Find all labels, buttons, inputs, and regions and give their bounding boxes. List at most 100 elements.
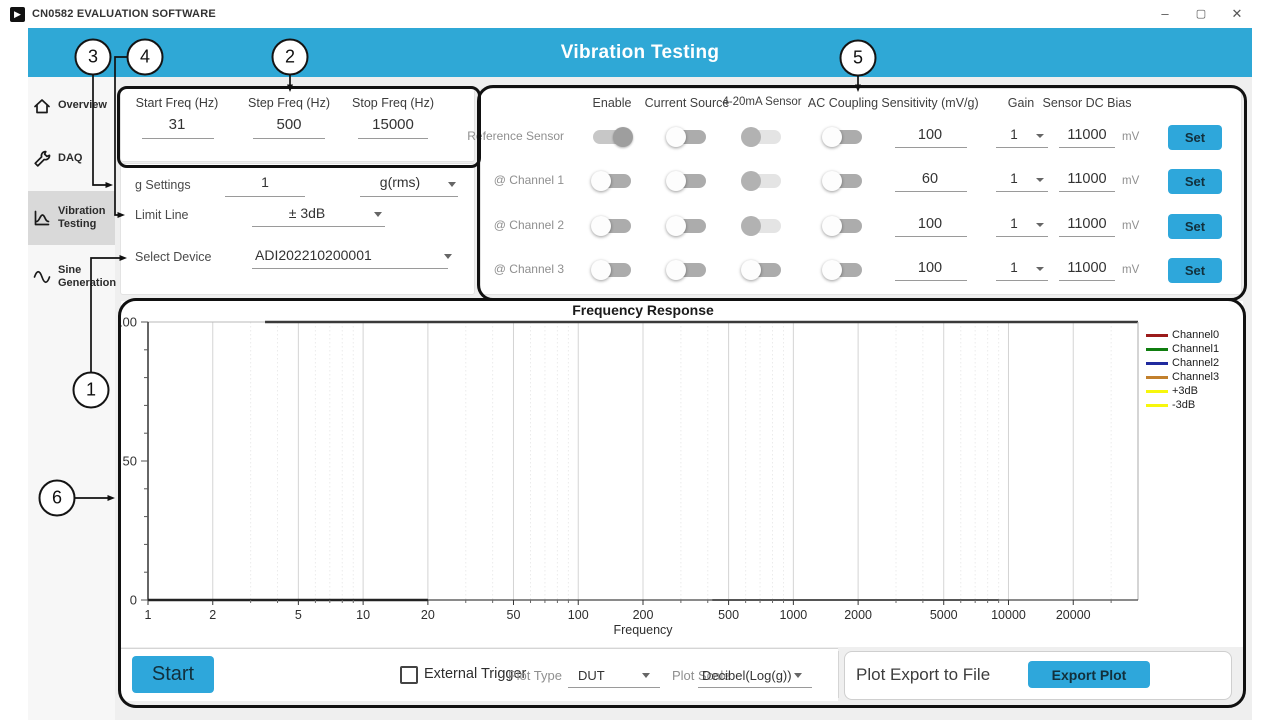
step-freq-input[interactable]: 500 bbox=[276, 116, 302, 133]
sidebar-item-overview[interactable]: Overview bbox=[28, 89, 115, 123]
svg-text:1: 1 bbox=[145, 608, 152, 622]
plot-type-dropdown[interactable]: DUT bbox=[578, 668, 605, 683]
enable-toggle[interactable] bbox=[593, 127, 633, 147]
sensor-row-label: @ Channel 3 bbox=[493, 262, 564, 276]
start-button[interactable]: Start bbox=[132, 656, 214, 693]
svg-text:1000: 1000 bbox=[779, 608, 807, 622]
gain-dropdown[interactable]: 1 bbox=[1010, 260, 1018, 275]
toggle-knob bbox=[591, 171, 611, 191]
chevron-down-icon[interactable] bbox=[794, 673, 802, 678]
chevron-down-icon[interactable] bbox=[642, 673, 650, 678]
toggle-knob bbox=[741, 127, 761, 147]
close-button[interactable]: ✕ bbox=[1231, 6, 1243, 21]
chevron-down-icon[interactable] bbox=[444, 254, 452, 259]
chevron-down-icon[interactable] bbox=[374, 212, 382, 217]
ac-coupling-toggle[interactable] bbox=[822, 216, 862, 236]
plot-scale-dropdown[interactable]: Decibel(Log(g)) bbox=[702, 668, 792, 683]
chevron-down-icon[interactable] bbox=[1036, 267, 1044, 271]
current-source-toggle[interactable] bbox=[666, 171, 706, 191]
sensor-column-header: Enable bbox=[592, 96, 632, 110]
g-settings-input[interactable]: 1 bbox=[261, 174, 269, 190]
4-20ma-sensor-toggle[interactable] bbox=[741, 171, 781, 191]
4-20ma-sensor-toggle[interactable] bbox=[741, 260, 781, 280]
maximize-button[interactable]: ▢ bbox=[1195, 8, 1207, 20]
set-button[interactable]: Set bbox=[1168, 258, 1222, 283]
set-button[interactable]: Set bbox=[1168, 214, 1222, 239]
dc-bias-input[interactable]: 11000 bbox=[1067, 171, 1107, 187]
chart-canvas: 0 50 100 1 2 5 10 20 50 100 200 500 1000 2000 5000 1000… bbox=[115, 302, 1139, 637]
sensor-column-header: Current Source bbox=[644, 96, 730, 110]
ac-coupling-toggle[interactable] bbox=[822, 260, 862, 280]
set-button[interactable]: Set bbox=[1168, 169, 1222, 194]
svg-text:50: 50 bbox=[123, 454, 137, 469]
set-button[interactable]: Set bbox=[1168, 125, 1222, 150]
svg-text:100: 100 bbox=[121, 315, 137, 330]
toggle-knob bbox=[741, 260, 761, 280]
chevron-down-icon[interactable] bbox=[448, 182, 456, 187]
callout-circle-1: 1 bbox=[72, 371, 110, 409]
gain-underline bbox=[996, 236, 1048, 237]
dc-bias-input[interactable]: 11000 bbox=[1067, 127, 1107, 143]
legend-color-swatch bbox=[1146, 361, 1168, 365]
mv-unit-label: mV bbox=[1122, 220, 1140, 232]
dc-bias-input[interactable]: 11000 bbox=[1067, 216, 1107, 232]
sensor-row-label: @ Channel 2 bbox=[493, 218, 564, 232]
dc-bias-input[interactable]: 11000 bbox=[1067, 260, 1107, 276]
svg-text:100: 100 bbox=[568, 608, 589, 622]
gain-underline bbox=[996, 280, 1048, 281]
toggle-knob bbox=[822, 171, 842, 191]
svg-text:10: 10 bbox=[356, 608, 370, 622]
enable-toggle[interactable] bbox=[591, 171, 631, 191]
sensitivity-input[interactable]: 100 bbox=[917, 127, 943, 143]
sidebar-item-sine-generation[interactable]: Sine Generation bbox=[28, 253, 116, 301]
sidebar-item-vibration-testing[interactable]: Vibration Testing bbox=[28, 191, 115, 245]
current-source-toggle[interactable] bbox=[666, 216, 706, 236]
chevron-down-icon[interactable] bbox=[1036, 178, 1044, 182]
window-title: CN0582 EVALUATION SOFTWARE bbox=[32, 8, 216, 20]
start-freq-input[interactable]: 31 bbox=[168, 116, 186, 133]
toggle-knob bbox=[666, 171, 686, 191]
gain-underline bbox=[996, 147, 1048, 148]
sidebar-item-label: Vibration Testing bbox=[58, 204, 106, 230]
svg-text:20000: 20000 bbox=[1056, 608, 1091, 622]
minimize-button[interactable]: – bbox=[1161, 6, 1169, 21]
external-trigger-checkbox[interactable] bbox=[400, 666, 418, 684]
sensitivity-input[interactable]: 60 bbox=[921, 171, 939, 187]
plot-type-underline bbox=[568, 687, 660, 688]
current-source-toggle[interactable] bbox=[666, 127, 706, 147]
limit-line-dropdown[interactable]: ± 3dB bbox=[288, 205, 326, 221]
svg-text:5: 5 bbox=[295, 608, 302, 622]
enable-toggle[interactable] bbox=[591, 216, 631, 236]
wrench-icon bbox=[32, 149, 52, 169]
g-unit-dropdown[interactable]: g(rms) bbox=[379, 174, 421, 190]
4-20ma-sensor-toggle[interactable] bbox=[741, 127, 781, 147]
sensitivity-input[interactable]: 100 bbox=[917, 260, 943, 276]
chevron-down-icon[interactable] bbox=[1036, 134, 1044, 138]
legend-color-swatch bbox=[1146, 389, 1168, 393]
stop-freq-input[interactable]: 15000 bbox=[372, 116, 414, 133]
gain-dropdown[interactable]: 1 bbox=[1010, 127, 1018, 142]
legend-item: Channel0 bbox=[1146, 329, 1219, 341]
svg-text:0: 0 bbox=[130, 593, 137, 608]
stop-freq-label: Stop Freq (Hz) bbox=[352, 96, 434, 110]
sidebar-item-daq[interactable]: DAQ bbox=[28, 142, 115, 176]
current-source-toggle[interactable] bbox=[666, 260, 706, 280]
4-20ma-sensor-toggle[interactable] bbox=[741, 216, 781, 236]
sensitivity-input[interactable]: 100 bbox=[917, 216, 943, 232]
toggle-knob bbox=[822, 127, 842, 147]
chevron-down-icon[interactable] bbox=[1036, 223, 1044, 227]
gain-dropdown[interactable]: 1 bbox=[1010, 171, 1018, 186]
mv-unit-label: mV bbox=[1122, 264, 1140, 276]
limit-line-underline bbox=[252, 226, 385, 227]
window-titlebar: ▶ CN0582 EVALUATION SOFTWARE – ▢ ✕ bbox=[0, 0, 1280, 28]
page-header: Vibration Testing bbox=[28, 28, 1252, 77]
select-device-dropdown[interactable]: ADI202210200001 bbox=[255, 247, 372, 263]
dc-bias-underline bbox=[1059, 236, 1115, 237]
sensor-column-header: Sensitivity (mV/g) bbox=[881, 96, 979, 110]
gain-dropdown[interactable]: 1 bbox=[1010, 216, 1018, 231]
enable-toggle[interactable] bbox=[591, 260, 631, 280]
ac-coupling-toggle[interactable] bbox=[822, 127, 862, 147]
ac-coupling-toggle[interactable] bbox=[822, 171, 862, 191]
export-plot-button[interactable]: Export Plot bbox=[1028, 661, 1150, 688]
